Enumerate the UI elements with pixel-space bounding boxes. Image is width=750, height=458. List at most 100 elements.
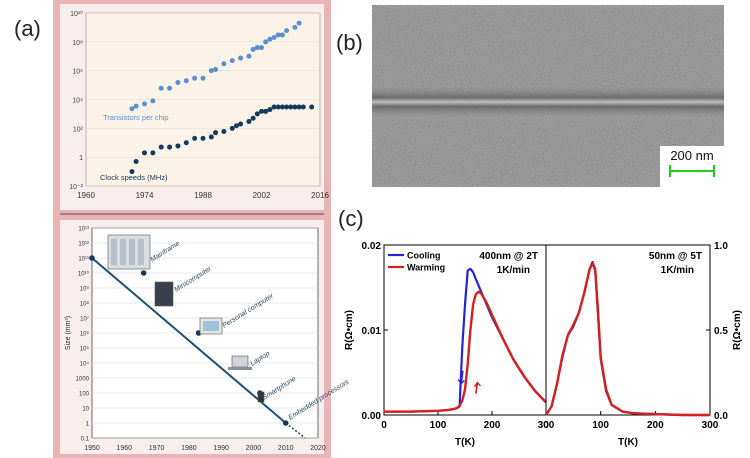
chart-a1-point [246,53,252,59]
c2-y-axis-label: R(Ω•cm) [732,310,743,350]
chart-a1-point [167,85,173,91]
chart-a2-x-tick-label: 2020 [310,445,326,452]
chart-a1-point [229,125,235,131]
chart-a1-point [208,134,214,140]
chart-a1-point [271,34,277,40]
chart-a1-point [300,104,306,110]
chart-a1-y-tick-label: 10⁸ [72,40,83,47]
chart-a1-point [259,45,264,51]
chart-a1-point [296,104,302,110]
chart-a2-y-tick-label: 10⁹ [80,286,90,293]
personal-computer-screen-icon [203,321,219,331]
c1-x-tick-label: 300 [538,420,555,431]
c1-warming-arrow [475,382,479,394]
c1-y-tick-label: 0.01 [362,326,382,337]
chart-a1-y-tick-label: 10² [73,126,84,133]
chart-a1-point [284,28,290,34]
c2-y-tick-label: 0.0 [714,411,728,422]
panel-label-a: (a) [14,16,41,41]
chart-a1-point [238,55,244,61]
chart-a1-point [284,104,290,110]
chart-a1-point [167,144,173,150]
chart-a2-y-tick-label: 1000 [76,377,90,383]
chart-a1-point [150,150,156,156]
chart-a1-y-tick-label: 10⁶ [72,69,83,76]
chart-a1-point [263,108,269,114]
c2-subtitle: 1K/min [661,265,694,276]
chart-a1-point [221,61,227,67]
chart-a1-x-tick-label: 1988 [194,191,212,200]
c1-x-tick-label: 200 [484,420,501,431]
panel-label-c: (c) [338,206,364,231]
laptop-icon [231,355,249,368]
c1-y-axis-label: R(Ω•cm) [344,310,355,350]
mainframe-icon-panel [138,239,144,265]
mainframe-icon-panel [120,239,126,265]
laptop-base-icon [228,367,252,370]
chart-a1-point [221,129,227,135]
chart-a2-y-tick-label: 10⁷ [80,316,89,323]
c1-series-warming-line [384,290,547,413]
c1-y-tick-label: 0.00 [362,411,382,422]
c2-y-tick-label: 1.0 [714,241,728,252]
chart-a1-point [233,123,239,129]
chart-a1-point [142,150,147,156]
chart-a1-point [267,36,273,42]
c1-x-tick-label: 100 [430,420,447,431]
chart-a2-trend-extension [285,422,306,439]
chart-a2-y-tick-label: 10⁶ [80,331,90,338]
chart-a1-point [129,106,135,112]
chart-a1-point [275,32,281,38]
chart-a1-point [200,135,206,141]
c2-title: 50nm @ 5T [649,251,702,262]
c1-warming-arrowhead [473,381,481,388]
chart-a2-y-tick-label: 10 [82,407,89,413]
mainframe-icon-panel [111,239,117,265]
c1-subtitle: 1K/min [497,265,530,276]
chart-a1-point [238,121,244,127]
chart-a1-point [250,115,256,121]
chart-a2-x-tick-label: 1980 [181,445,197,452]
chart-a1-point [133,103,139,109]
chart-a1-point [229,58,235,64]
chart-a2-trend-line [91,257,287,424]
chart-a1-point [292,104,298,110]
chart-a1-point [279,32,285,38]
chart-c-left: 0 100 200 300 0.00 0.01 0.02 T(K) 400nm @ 2T 1K/m… [344,241,555,448]
chart-a1-x-tick-label: 2016 [311,191,329,200]
c2-y-tick-label: 0.5 [714,326,728,337]
chart-a2-y-tick-label: 10⁴ [80,361,90,368]
c2-x-tick-label: 100 [592,420,609,431]
chart-a1-point [288,104,294,110]
chart-a1-point [183,140,189,146]
chart-a2-x-tick-label: 2000 [246,445,262,452]
chart-a1-point [192,75,198,81]
chart-a2-x-tick-label: 2010 [278,445,294,452]
chart-a2-x-tick-label: 1990 [213,445,229,452]
chart-a1-x-tick-label: 1960 [77,191,95,200]
scale-bar-label: 200 nm [670,148,713,163]
chart-a2-point [89,255,95,261]
chart-a1-point [246,118,252,124]
chart-a2-y-tick-label: 10¹³ [78,227,89,233]
chart-a1-point [279,104,285,110]
chart-a1-point [267,107,273,113]
chart-a2-y-tick-label: 10⁵ [80,346,90,353]
chart-a1-point [213,67,219,73]
c2-x-tick-label: 300 [702,420,719,431]
chart-a1-point [275,104,281,110]
chart-a-bottom: 10¹³10¹²10¹¹10¹⁰10⁹10⁸10⁷10⁶10⁵10⁴100010… [65,227,351,453]
chart-a1-y-tick-label: 10¹⁰ [70,10,83,18]
tem-image: 200 nm [372,5,724,187]
chart-a2-x-tick-label: 1970 [149,445,165,452]
chart-a2-y-axis-label: Size (mm³) [65,316,72,350]
panel-label-b: (b) [336,30,363,55]
c2-series-cooling-line [545,260,710,417]
chart-a1-point [192,135,198,141]
chart-a1-point [263,39,269,45]
smartphone-icon [257,391,265,403]
chart-a1-series-label-clock: Clock speeds (MHz) [100,173,168,182]
chart-a2-y-tick-label: 1 [86,422,90,428]
